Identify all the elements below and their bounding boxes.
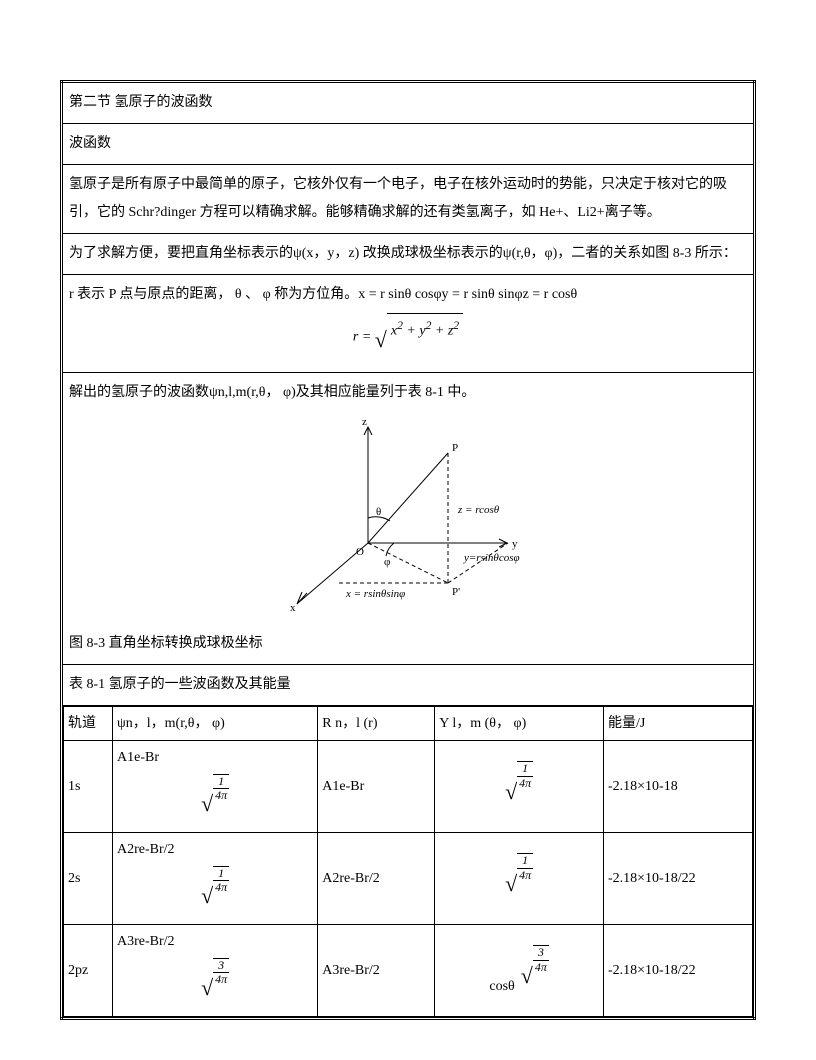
origin-label: O <box>356 546 364 558</box>
point-p-label: P <box>452 442 458 454</box>
psi-frac: √14π <box>201 866 229 916</box>
point-pp-label: P' <box>452 586 460 598</box>
section-title: 第二节 氢原子的波函数 <box>62 82 755 124</box>
paragraph-4-cell: 解出的氢原子的波函数ψn,l,m(r,θ， φ)及其相应能量列于表 8-1 中。 <box>62 372 755 664</box>
table-row: 2pz A3re-Br/2 √34π A3re-Br/2 cosθ √34π -… <box>64 924 753 1016</box>
axis-z-label: z <box>362 416 367 428</box>
y-frac: √14π <box>505 853 533 903</box>
psi-text: A3re-Br/2 <box>117 929 175 954</box>
axis-y-label: y <box>512 538 518 550</box>
y-pre: cosθ <box>489 974 514 999</box>
psi-text: A2re-Br/2 <box>117 837 175 862</box>
th-energy: 能量/J <box>604 706 753 740</box>
cell-orbit: 2pz <box>64 924 113 1016</box>
y-eq-label: y=rsinθcosφ <box>463 552 520 564</box>
y-frac: √14π <box>505 761 533 811</box>
cell-y: √14π <box>435 740 604 832</box>
phi-label: φ <box>384 556 390 568</box>
psi-frac: √34π <box>201 958 229 1008</box>
table-row: 1s A1e-Br √14π A1e-Br √14π -2.18×10-18 <box>64 740 753 832</box>
cell-orbit: 1s <box>64 740 113 832</box>
paragraph-3: r 表示 P 点与原点的距离， θ 、 φ 称为方位角。x = r sinθ c… <box>62 275 755 373</box>
y-frac: √34π <box>521 945 549 995</box>
content-table: 第二节 氢原子的波函数 波函数 氢原子是所有原子中最简单的原子，它核外仅有一个电… <box>60 80 756 1020</box>
cell-psi: A3re-Br/2 √34π <box>113 924 318 1016</box>
page: 第二节 氢原子的波函数 波函数 氢原子是所有原子中最简单的原子，它核外仅有一个电… <box>0 0 816 1060</box>
coordinate-diagram: z y x O P P' θ φ z = rcosθ y=rsinθcosφ x… <box>69 413 747 624</box>
table-row: 2s A2re-Br/2 √14π A2re-Br/2 √14π -2.18×1… <box>64 832 753 924</box>
cell-r: A2re-Br/2 <box>318 832 435 924</box>
th-orbit: 轨道 <box>64 706 113 740</box>
cell-y: √14π <box>435 832 604 924</box>
th-y: Y l，m (θ， φ) <box>435 706 604 740</box>
cell-r: A3re-Br/2 <box>318 924 435 1016</box>
axis-x-label: x <box>290 602 296 613</box>
x-eq-label: x = rsinθsinφ <box>345 588 405 600</box>
paragraph-1: 氢原子是所有原子中最简单的原子，它核外仅有一个电子，电子在核外运动时的势能，只决… <box>62 165 755 234</box>
psi-text: A1e-Br <box>117 745 159 770</box>
cell-orbit: 2s <box>64 832 113 924</box>
th-r: R n，l (r) <box>318 706 435 740</box>
paragraph-2: 为了求解方便，要把直角坐标表示的ψ(x，y，z) 改换成球极坐标表示的ψ(r,θ… <box>62 234 755 275</box>
data-table-cell: 轨道 ψn，l，m(r,θ， φ) R n，l (r) Y l，m (θ， φ)… <box>62 705 755 1018</box>
z-eq-label: z = rcosθ <box>457 504 500 516</box>
paragraph-4: 解出的氢原子的波函数ψn,l,m(r,θ， φ)及其相应能量列于表 8-1 中。 <box>69 379 747 407</box>
table-header-row: 轨道 ψn，l，m(r,θ， φ) R n，l (r) Y l，m (θ， φ)… <box>64 706 753 740</box>
wavefunction-table: 轨道 ψn，l，m(r,θ， φ) R n，l (r) Y l，m (θ， φ)… <box>63 706 753 1017</box>
cell-psi: A2re-Br/2 √14π <box>113 832 318 924</box>
para3-text: r 表示 P 点与原点的距离， θ 、 φ 称为方位角。x = r sinθ c… <box>69 281 747 309</box>
cell-y: cosθ √34π <box>435 924 604 1016</box>
cell-energy: -2.18×10-18/22 <box>604 832 753 924</box>
figure-caption: 图 8-3 直角坐标转换成球极坐标 <box>69 630 747 658</box>
subtitle: 波函数 <box>62 124 755 165</box>
th-psi: ψn，l，m(r,θ， φ) <box>113 706 318 740</box>
cell-psi: A1e-Br √14π <box>113 740 318 832</box>
theta-label: θ <box>376 506 381 518</box>
cell-r: A1e-Br <box>318 740 435 832</box>
psi-frac: √14π <box>201 774 229 824</box>
formula-r: r = √ x2 + y2 + z2 <box>69 309 747 366</box>
cell-energy: -2.18×10-18/22 <box>604 924 753 1016</box>
cell-energy: -2.18×10-18 <box>604 740 753 832</box>
table-caption: 表 8-1 氢原子的一些波函数及其能量 <box>62 664 755 705</box>
